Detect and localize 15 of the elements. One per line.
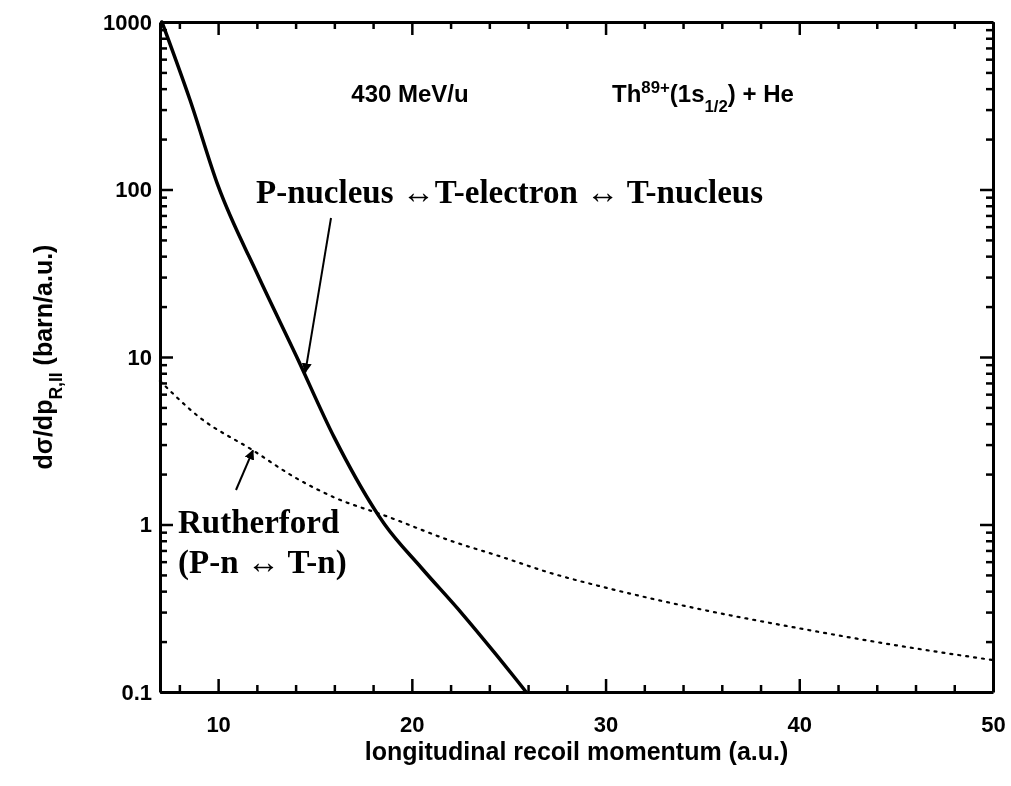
x-tick-label: 10 [206,711,231,737]
annotation: 430 MeV/u [351,80,469,107]
annotation: Rutherford (P-n ↔ T-n) [178,504,347,581]
x-axis-title: longitudinal recoil momentum (a.u.) [364,737,789,765]
x-tick-label: 50 [981,711,1006,737]
y-tick-label: 0.1 [121,679,152,705]
y-tick-label: 1 [139,512,152,538]
y-tick-label: 10 [127,344,152,370]
y-tick-label: 100 [115,177,152,203]
x-tick-label: 40 [787,711,813,737]
annotation: P-nucleus ↔T-electron ↔ T-nucleus [256,174,764,210]
y-tick-label: 1000 [103,9,152,35]
x-tick-label: 30 [593,711,619,737]
annotation: Th$^{89+}$(1s$_{1/2}$) + He [612,77,794,116]
x-tick-label: 20 [400,711,425,737]
